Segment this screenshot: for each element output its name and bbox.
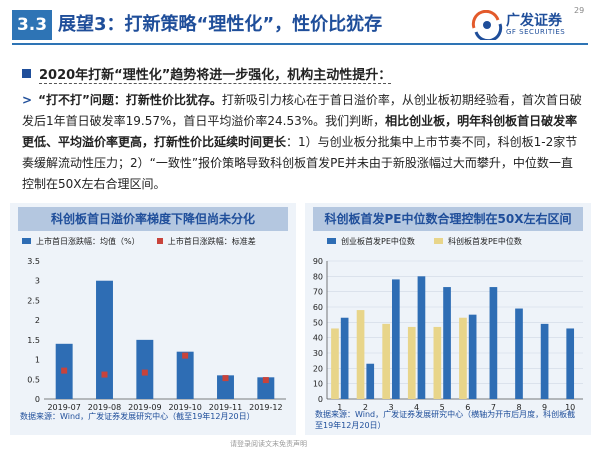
y-tick-label: 1.5 (27, 336, 40, 345)
bar-chinext-pe (366, 363, 375, 399)
x-tick-label: 2019-07 (47, 403, 80, 412)
bar-mean (176, 351, 194, 399)
left-chart-source: 数据来源：Wind，广发证券发展研究中心（截至19年12月20日） (20, 412, 255, 421)
right-chart-plot: 0 10 20 30 40 50 60 70 80 90 1 2 3 4 5 6 7 8 9 10 (313, 257, 583, 412)
square-bullet-icon (22, 69, 31, 78)
x-tick-label: 2019-09 (128, 403, 161, 412)
paragraph-lead: “打不打”问题：打新性价比犹存。 (38, 93, 222, 107)
main-bullet: 2020年打新“理性化”趋势将进一步强化，机构主动性提升： (22, 64, 392, 84)
y-tick-label: 0 (35, 395, 40, 404)
x-tick-label: 2019-12 (249, 403, 282, 412)
bar-star-pe (331, 328, 339, 399)
bar-chinext-pe (417, 276, 426, 399)
marker-std (182, 352, 189, 359)
legend-label-mean: 上市首日涨跌幅：均值（%） (36, 237, 140, 246)
x-tick-label: 8 (516, 403, 521, 412)
x-tick-label: 4 (414, 403, 419, 412)
x-tick-label: 2019-08 (88, 403, 121, 412)
marker-std (101, 371, 108, 378)
y-tick-label: 90 (313, 257, 323, 266)
marker-std (222, 375, 229, 382)
bar-star-pe (407, 326, 416, 399)
x-tick-label: 5 (440, 403, 445, 412)
left-chart-panel: 科创板首日溢价率梯度下降但尚未分化 上市首日涨跌幅：均值（%） 上市首日涨跌幅：… (10, 203, 296, 435)
right-chart-title: 科创板首发PE中位数合理控制在50X左右区间 (313, 207, 583, 231)
bar-chinext-pe (392, 279, 400, 399)
x-tick-label: 2019-11 (209, 403, 242, 412)
bar-chinext-pe (515, 308, 523, 399)
footer-disclaimer: 请登录阅读文末免责声明 (230, 440, 307, 448)
marker-std (262, 377, 269, 384)
bar-mean (136, 339, 154, 399)
bar-chinext-pe (340, 317, 349, 399)
marker-std (141, 369, 148, 376)
paragraph-body-1: 打新吸引力核心在于首日溢价率，从创业板初期经验看，首次首日破发后1年首日破发率1… (22, 93, 582, 128)
bar-chinext-pe (566, 328, 575, 399)
y-tick-label: 2 (35, 316, 40, 325)
logo-english-text: GF SECURITIES (506, 28, 566, 36)
bar-chinext-pe (489, 287, 498, 399)
x-tick-label: 10 (565, 403, 575, 412)
x-tick-label: 6 (465, 403, 470, 412)
legend-swatch-blue (327, 238, 336, 244)
title-divider (12, 43, 588, 45)
left-chart-legend: 上市首日涨跌幅：均值（%） 上市首日涨跌幅：标准差 (22, 236, 256, 247)
right-chart-source: 数据来源：Wind，广发证券发展研究中心（横轴为开市后月度，科创板截至19年12… (315, 410, 576, 430)
page-number: 29 (574, 6, 585, 15)
y-tick-label: 20 (313, 364, 323, 373)
y-tick-label: 50 (313, 318, 323, 327)
left-chart-title: 科创板首日溢价率梯度下降但尚未分化 (18, 207, 288, 231)
legend-label-chinext: 创业板首发PE中位数 (341, 237, 415, 246)
legend-label-star: 科创板首发PE中位数 (447, 237, 522, 246)
y-tick-label: 40 (313, 334, 323, 343)
bar-star-pe (459, 317, 467, 399)
bar-star-pe (433, 326, 442, 399)
y-tick-label: 10 (313, 380, 323, 389)
main-bullet-text: 2020年打新“理性化”趋势将进一步强化，机构主动性提升： (39, 68, 392, 84)
right-chart-panel: 科创板首发PE中位数合理控制在50X左右区间 创业板首发PE中位数 科创板首发P… (305, 203, 591, 435)
arrow-bullet-icon: > (22, 93, 33, 107)
y-tick-label: 80 (313, 272, 323, 281)
legend-label-std: 上市首日涨跌幅：标准差 (167, 237, 256, 246)
legend-swatch-blue (22, 238, 31, 244)
gf-logo-icon (471, 9, 503, 43)
x-tick-label: 9 (542, 403, 547, 412)
y-tick-label: 3.5 (27, 257, 40, 266)
y-tick-label: 0 (318, 395, 323, 404)
left-chart-plot: 0 0.5 1 1.5 2 2.5 3 3.5 2019-07 2019-08 2019-09 201… (27, 257, 286, 412)
y-tick-label: 3 (35, 277, 40, 286)
y-tick-label: 70 (313, 288, 323, 297)
bar-chinext-pe (443, 287, 451, 399)
bar-star-pe (356, 310, 365, 399)
legend-swatch-yellow (433, 238, 443, 244)
section-number-badge: 3.3 (12, 10, 52, 40)
bar-mean (257, 377, 275, 399)
logo-chinese-text: 广发证券 (506, 13, 562, 29)
y-tick-label: 2.5 (27, 296, 40, 305)
marker-std (61, 367, 68, 374)
bar-mean (96, 280, 113, 399)
bar-star-pe (382, 323, 390, 399)
page-title: 展望3：打新策略“理性化”，性价比犹存 (58, 14, 383, 35)
bar-mean (217, 375, 234, 399)
x-tick-label: 3 (388, 403, 393, 412)
paragraph-bold-mid: 相比创业板，明年科创板首日破发率更低、平均溢价率更高，打新性价比延续时间更长 (22, 114, 578, 149)
y-tick-label: 30 (313, 349, 323, 358)
bar-chinext-pe (468, 314, 477, 399)
x-tick-label: 1 (337, 403, 342, 412)
company-logo: 广发证券 GF SECURITIES (470, 9, 575, 43)
legend-swatch-red (156, 238, 163, 244)
y-tick-label: 0.5 (27, 375, 40, 384)
right-chart-legend: 创业板首发PE中位数 科创板首发PE中位数 (327, 236, 522, 247)
y-tick-label: 60 (313, 303, 323, 312)
x-tick-label: 7 (491, 403, 496, 412)
bar-chinext-pe (540, 323, 549, 399)
x-tick-label: 2 (363, 403, 368, 412)
paragraph-body-2: ：1）与创业板分批集中上市节奏不同，科创板1-2家节奏缓解流动性压力；2）“一致… (22, 135, 578, 191)
x-tick-label: 2019-10 (168, 403, 201, 412)
y-tick-label: 1 (35, 356, 40, 365)
body-paragraph: > “打不打”问题：打新性价比犹存。打新吸引力核心在于首日溢价率，从创业板初期经验… (22, 90, 584, 195)
